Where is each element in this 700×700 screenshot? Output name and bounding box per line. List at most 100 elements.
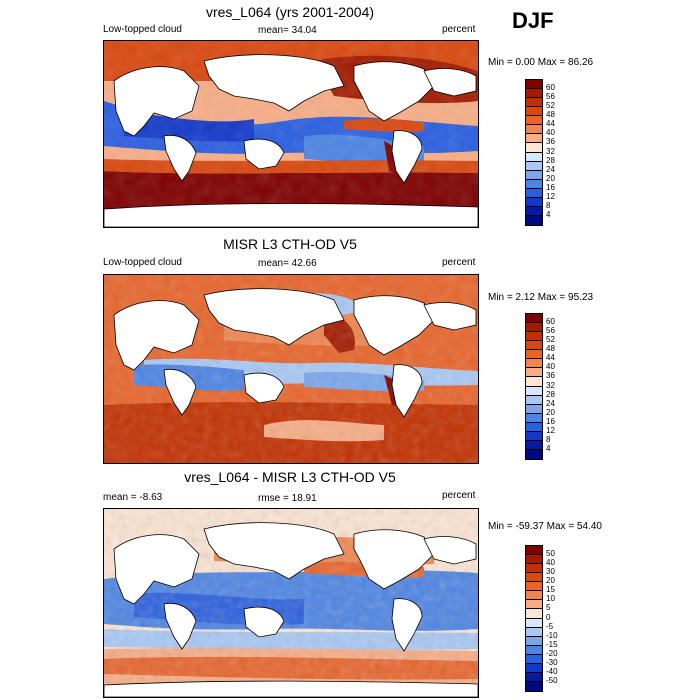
colorbar-tick-label: -30 [546,657,558,667]
colorbar-swatch [526,206,542,216]
season-label: DJF [512,8,554,33]
colorbar-swatch [526,431,542,441]
colorbar-swatch [526,672,542,682]
colorbar-tick-label: 52 [546,101,555,111]
colorbar-swatch [526,645,542,655]
colorbar-tick-label: 28 [546,389,555,399]
colorbar-tick-label: 8 [546,434,551,444]
colorbar-swatch [526,386,542,396]
colorbar-swatch [526,564,542,574]
colorbar-tick-label: 20 [546,576,555,586]
colorbar-swatch [526,627,542,637]
colorbar-tick-label: 16 [546,182,555,192]
colorbar-swatch [526,618,542,628]
colorbar-swatch [526,179,542,189]
panel-2-units-label: percent [442,257,476,268]
panel-2-minmax: Min = 2.12 Max = 95.23 [488,292,594,303]
colorbar-swatch [526,591,542,601]
colorbar-swatch [526,170,542,180]
colorbar-tick-label: 44 [546,353,555,363]
colorbar-tick-label: 15 [546,585,555,595]
colorbar-tick-label: -20 [546,648,558,658]
colorbar-swatch [526,161,542,171]
colorbar-swatch [526,152,542,162]
panel-1-map [103,40,479,228]
colorbar-tick-label: 44 [546,119,555,129]
panel-1-colorbar [525,79,543,226]
colorbar-swatch [526,116,542,126]
colorbar-tick-label: -40 [546,666,558,676]
panel-3-minmax: Min = -59.37 Max = 54.40 [488,521,602,532]
colorbar-tick-label: 32 [546,146,555,156]
colorbar-swatch [526,350,542,360]
panel-1-title: vres_L064 (yrs 2001-2004) [205,4,375,20]
panel-3-rmse-label: rmse = 18.91 [258,493,317,504]
colorbar-swatch [526,377,542,387]
colorbar-swatch [526,359,542,369]
colorbar-tick-label: 20 [546,173,555,183]
panel-3-map [103,508,479,698]
colorbar-swatch [526,609,542,619]
panel-3-colorbar [525,545,543,692]
colorbar-swatch [526,449,542,459]
colorbar-tick-label: 48 [546,344,555,354]
colorbar-tick-label: 8 [546,200,551,210]
colorbar-swatch [526,573,542,583]
colorbar-swatch [526,654,542,664]
colorbar-tick-label: 0 [546,612,551,622]
colorbar-swatch [526,215,542,225]
colorbar-swatch [526,98,542,108]
colorbar-swatch [526,188,542,198]
panel-3-title: vres_L064 - MISR L3 CTH-OD V5 [184,469,396,485]
panel-1-minmax: Min = 0.00 Max = 86.26 [488,57,594,68]
colorbar-swatch [526,681,542,691]
colorbar-tick-label: 40 [546,558,555,568]
colorbar-tick-label: 24 [546,398,555,408]
colorbar-tick-label: 10 [546,594,555,604]
colorbar-swatch [526,395,542,405]
colorbar-swatch [526,332,542,342]
colorbar-swatch [526,107,542,117]
colorbar-swatch [526,413,542,423]
colorbar-tick-label: -10 [546,630,558,640]
colorbar-swatch [526,89,542,99]
panel-3-mean-label: mean = -8.63 [103,492,163,503]
colorbar-swatch [526,582,542,592]
colorbar-tick-label: 60 [546,317,555,327]
colorbar-tick-label: 40 [546,128,555,138]
colorbar-tick-label: 60 [546,83,555,93]
colorbar-swatch [526,368,542,378]
panel-1-left-label: Low-topped cloud [103,24,182,35]
panel-2-title: MISR L3 CTH-OD V5 [223,236,357,252]
colorbar-swatch [526,663,542,673]
colorbar-tick-label: 4 [546,209,551,219]
colorbar-tick-label: 24 [546,164,555,174]
panel-1-mean-label: mean= 34.04 [258,25,317,36]
colorbar-swatch [526,314,542,324]
colorbar-tick-label: 12 [546,191,555,201]
colorbar-swatch [526,546,542,556]
colorbar-swatch [526,440,542,450]
colorbar-tick-label: 56 [546,92,555,102]
colorbar-tick-label: 20 [546,407,555,417]
colorbar-tick-label: 48 [546,110,555,120]
panel-2-map [103,274,479,464]
colorbar-tick-label: 4 [546,443,551,453]
colorbar-tick-label: 30 [546,567,555,577]
colorbar-swatch [526,422,542,432]
colorbar-swatch [526,143,542,153]
colorbar-swatch [526,404,542,414]
colorbar-swatch [526,600,542,610]
colorbar-swatch [526,134,542,144]
colorbar-swatch [526,636,542,646]
colorbar-tick-label: 5 [546,603,551,613]
colorbar-tick-label: 56 [546,326,555,336]
panel-2-mean-label: mean= 42.66 [258,258,317,269]
colorbar-swatch [526,80,542,90]
colorbar-swatch [526,555,542,565]
colorbar-tick-label: 52 [546,335,555,345]
panel-2-colorbar [525,313,543,460]
panel-2-left-label: Low-topped cloud [103,257,182,268]
colorbar-tick-label: 36 [546,137,555,147]
colorbar-tick-label: 28 [546,155,555,165]
